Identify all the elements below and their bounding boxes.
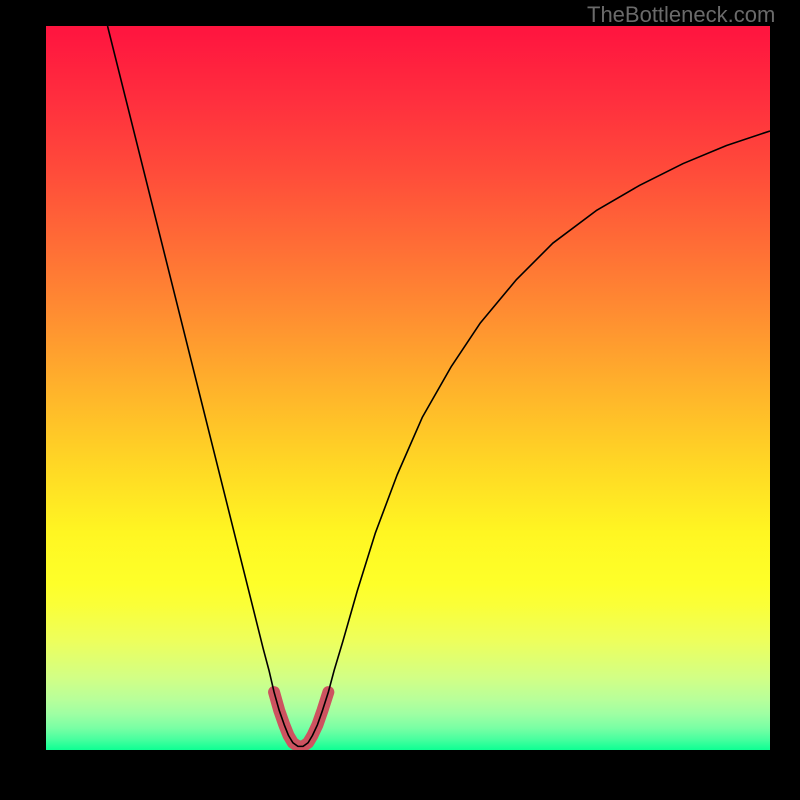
- chart-plot: [46, 26, 770, 750]
- watermark-text: TheBottleneck.com: [587, 2, 775, 28]
- chart-svg: [46, 26, 770, 750]
